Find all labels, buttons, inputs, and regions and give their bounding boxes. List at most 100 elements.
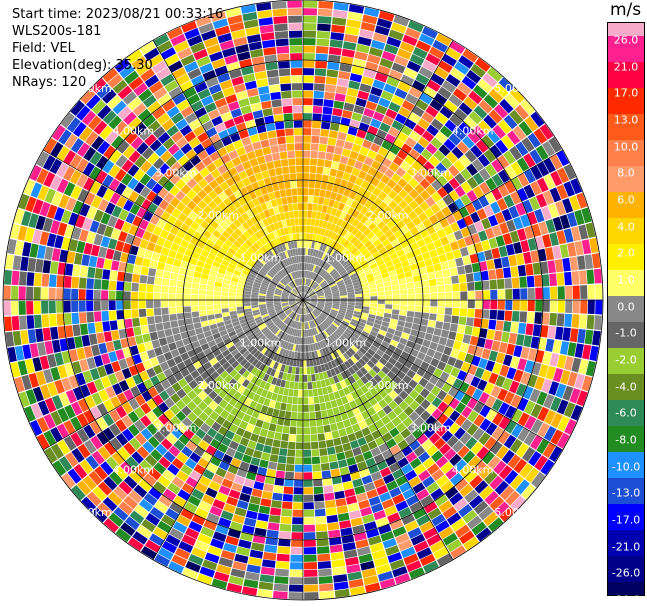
- range-gate: [300, 344, 303, 352]
- range-gate: [266, 430, 275, 439]
- range-gate: [473, 500, 489, 515]
- range-gate: [208, 390, 218, 400]
- range-gate: [257, 412, 266, 421]
- range-gate: [470, 376, 481, 388]
- range-gate: [454, 478, 469, 492]
- range-gate: [392, 566, 408, 578]
- range-gate: [136, 525, 152, 539]
- range-gate: [296, 427, 303, 435]
- range-gate: [307, 288, 313, 295]
- range-gate: [292, 195, 298, 204]
- range-gate: [323, 394, 331, 403]
- range-gate: [478, 120, 492, 134]
- range-gate: [426, 482, 440, 494]
- range-gate: [185, 476, 198, 488]
- range-gate: [308, 389, 314, 397]
- range-gate: [223, 118, 236, 129]
- range-gate: [217, 72, 231, 83]
- range-gate: [348, 366, 356, 375]
- range-gate: [221, 287, 229, 293]
- range-gate: [278, 410, 286, 418]
- range-gate: [323, 262, 329, 270]
- range-gate: [369, 307, 377, 312]
- range-gate: [259, 354, 267, 363]
- range-gate: [431, 396, 443, 408]
- range-gate: [364, 582, 381, 593]
- range-gate: [418, 166, 430, 178]
- range-gate: [438, 500, 453, 513]
- range-gate: [254, 369, 262, 378]
- range-gate: [391, 62, 406, 74]
- range-gate: [367, 166, 378, 177]
- range-gate: [133, 82, 148, 96]
- range-gate: [349, 510, 362, 520]
- range-gate: [276, 229, 282, 237]
- range-gate: [214, 65, 228, 76]
- range-gate: [293, 256, 297, 264]
- range-gate: [458, 102, 473, 116]
- range-gate: [191, 294, 199, 300]
- range-gate: [270, 446, 280, 455]
- range-gate: [216, 225, 225, 234]
- range-gate: [538, 364, 549, 378]
- range-gate: [409, 439, 421, 451]
- range-gate: [347, 502, 360, 512]
- range-gate: [63, 150, 76, 165]
- range-gate: [420, 399, 431, 410]
- range-gate: [327, 353, 334, 362]
- range-gate: [389, 144, 401, 155]
- range-gate: [303, 98, 313, 106]
- range-gate: [572, 300, 580, 314]
- range-gate: [449, 453, 462, 467]
- range-gate: [494, 480, 509, 496]
- range-gate: [459, 530, 475, 545]
- range-gate: [345, 313, 353, 319]
- range-gate: [262, 356, 270, 365]
- range-gate: [472, 172, 485, 185]
- range-gate: [269, 240, 276, 249]
- range-gate: [313, 273, 318, 281]
- range-gate: [100, 212, 111, 225]
- range-gate: [316, 418, 323, 427]
- range-gate: [139, 219, 149, 230]
- range-gate: [513, 241, 523, 254]
- range-gate: [186, 323, 195, 331]
- range-gate: [131, 309, 139, 318]
- range-gate: [393, 204, 403, 215]
- range-gate: [460, 227, 471, 238]
- range-gate: [214, 286, 222, 292]
- range-gate: [369, 247, 378, 255]
- range-gate: [241, 324, 250, 331]
- range-gate: [86, 381, 98, 395]
- range-gate: [308, 289, 314, 295]
- range-gate: [115, 419, 128, 432]
- range-gate: [386, 438, 397, 449]
- range-gate: [394, 113, 407, 125]
- range-gate: [303, 382, 308, 390]
- range-gate: [338, 311, 346, 316]
- range-gate: [321, 311, 329, 316]
- range-gate: [464, 469, 478, 483]
- range-gate: [405, 93, 419, 105]
- range-gate: [307, 306, 312, 313]
- range-gate: [344, 278, 352, 284]
- range-gate: [68, 238, 79, 252]
- range-gate: [527, 374, 538, 388]
- range-gate: [248, 464, 259, 474]
- range-gate: [367, 259, 376, 266]
- range-gate: [572, 285, 580, 299]
- range-gate: [305, 278, 308, 286]
- range-gate: [453, 230, 464, 241]
- range-gate: [301, 263, 303, 271]
- range-gate: [289, 249, 294, 257]
- range-gate: [336, 421, 345, 430]
- range-gate: [154, 315, 163, 324]
- range-gate: [262, 227, 269, 236]
- range-gate: [513, 458, 528, 474]
- range-gate: [439, 443, 452, 456]
- range-gate: [219, 345, 228, 353]
- range-gate: [176, 300, 184, 307]
- range-gate: [187, 495, 201, 507]
- range-gate: [489, 496, 505, 511]
- range-gate: [534, 208, 545, 223]
